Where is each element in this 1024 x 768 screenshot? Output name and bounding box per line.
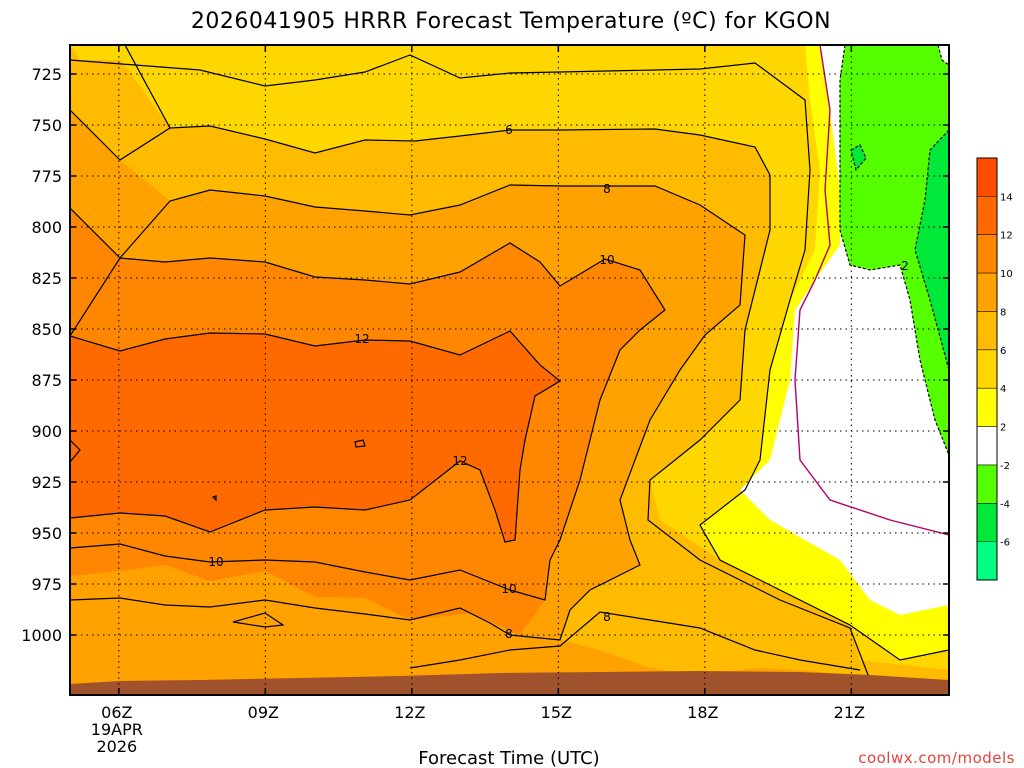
band-12-14 (70, 331, 560, 542)
plot-frame (69, 44, 950, 696)
contour-lines (70, 45, 949, 681)
band-neg4-neg2 (840, 45, 949, 455)
x-tick-label: 19APR (91, 720, 143, 739)
y-tick-label: 750 (31, 116, 62, 135)
contour-14-left (70, 439, 81, 463)
contour-label: 10 (599, 253, 614, 267)
contour-top-right (937, 45, 949, 66)
colorbar-label: 2 (1000, 423, 1006, 434)
colorbar-bin (977, 426, 997, 465)
colorbar-bin (977, 196, 997, 235)
y-tick-label: 925 (31, 473, 62, 492)
x-tick-label: 09Z (248, 703, 279, 722)
contour-label: 6 (505, 123, 513, 137)
x-tick-label: 06Z (101, 703, 132, 722)
colorbar-bin (977, 158, 997, 197)
contour-label: 8 (603, 610, 611, 624)
colorbar-bin (977, 311, 997, 350)
contour-8 (70, 184, 746, 641)
x-tick-label: 12Z (394, 703, 425, 722)
y-tick-label: 900 (31, 422, 62, 441)
colorbar-label: 10 (1000, 269, 1013, 280)
contour-8-island (232, 612, 285, 628)
contour-label: 8 (603, 182, 611, 196)
contour-label: 10 (501, 582, 516, 596)
y-tick-label: 975 (31, 575, 62, 594)
colorbar-bin (977, 273, 997, 312)
y-tick-label: 825 (31, 269, 62, 288)
colorbar-frame (976, 157, 998, 581)
y-tick-label: 775 (31, 167, 62, 186)
contour-12 (70, 330, 562, 543)
colorbar-label: -2 (1000, 461, 1010, 472)
y-tick-label: 725 (31, 65, 62, 84)
contour-label: 12 (354, 332, 369, 346)
y-tick-label: 800 (31, 218, 62, 237)
chart-title: 2026041905 HRRR Forecast Temperature (ºC… (191, 9, 831, 34)
credit-text: coolwx.com/models (858, 749, 1015, 767)
contour-14-dot (211, 495, 217, 502)
colorbar-bin (977, 503, 997, 542)
x-tick-label: 18Z (687, 703, 718, 722)
colorbar: -6 -4 -2 2 4 6 8 10 12 14 (976, 157, 1013, 581)
x-tick-label: 2026 (96, 737, 137, 756)
y-axis: 725 750 775 800 825 850 875 900 925 950 975 1000 (21, 65, 949, 645)
band-4-6-top (70, 45, 949, 60)
x-tick-label: 15Z (541, 703, 572, 722)
colorbar-bin (977, 234, 997, 274)
ground (70, 671, 949, 695)
band-neg6-neg4 (915, 130, 949, 370)
colorbar-bin (977, 541, 997, 580)
x-axis-label: Forecast Time (UTC) (418, 748, 599, 768)
contour-lines-zero (794, 45, 949, 536)
y-tick-label: 950 (31, 524, 62, 543)
contour-label: 8 (505, 627, 513, 641)
y-tick-label: 850 (31, 320, 62, 339)
contour-14-small (354, 439, 366, 448)
contour-label: 12 (452, 454, 467, 468)
contour-label: 2 (901, 259, 909, 273)
contour-labels: 6 8 10 12 12 10 10 8 8 2 (208, 123, 908, 641)
colorbar-bin (977, 464, 997, 504)
gridlines (70, 45, 949, 695)
x-tick-label: 21Z (834, 703, 865, 722)
band-neg4-top-right (938, 45, 949, 65)
colorbar-bin (977, 388, 997, 427)
colorbar-label: -4 (1000, 499, 1010, 510)
contour-4 (70, 45, 949, 661)
colorbar-label: -6 (1000, 538, 1010, 549)
contour-neg4-island (850, 144, 867, 172)
y-tick-label: 1000 (21, 626, 62, 645)
contour-neg4 (914, 129, 949, 371)
colorbar-label: 6 (1000, 346, 1006, 357)
contour-lines-dashed (839, 45, 949, 456)
colorbar-label: 12 (1000, 231, 1013, 242)
colorbar-label: 8 (1000, 307, 1006, 318)
colorbar-bin (977, 349, 997, 389)
contour-2 (794, 45, 949, 536)
plot-area: 6 8 10 12 12 10 10 8 8 2 (70, 45, 949, 695)
contour-neg2 (839, 45, 949, 456)
y-tick-label: 875 (31, 371, 62, 390)
contour-6-bottom (409, 611, 861, 671)
contour-label: 10 (208, 555, 223, 569)
colorbar-label: 14 (1000, 192, 1013, 203)
colorbar-label: 4 (1000, 384, 1006, 395)
